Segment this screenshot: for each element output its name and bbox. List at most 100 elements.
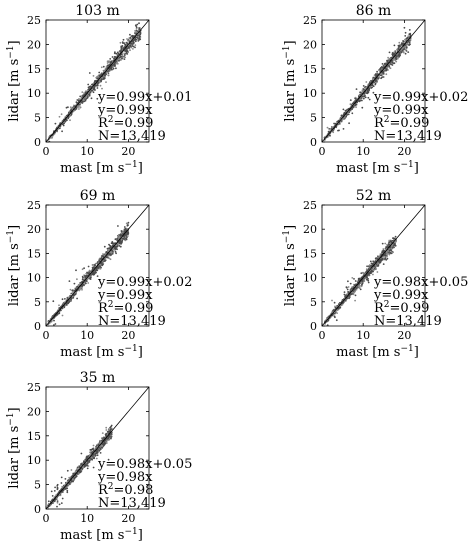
r-squared: R2=0.99 (374, 300, 429, 316)
data-point (376, 70, 378, 73)
data-point (371, 264, 374, 266)
data-point (111, 253, 114, 255)
data-point (393, 53, 396, 56)
data-point (59, 122, 62, 125)
data-point (96, 97, 99, 100)
data-point (125, 50, 127, 53)
y-axis-label: lidar [m s−1] (282, 40, 298, 121)
data-point (365, 92, 368, 94)
data-point (393, 246, 395, 249)
data-point (408, 41, 411, 44)
data-point (110, 60, 113, 63)
data-point (119, 50, 121, 52)
data-point (406, 43, 408, 45)
axes-frame (45, 204, 150, 327)
data-point (401, 49, 404, 52)
data-point (120, 241, 123, 244)
axes-frame (321, 204, 426, 327)
data-point (402, 48, 405, 51)
data-point (391, 245, 393, 248)
data-point (368, 273, 370, 275)
data-point (327, 130, 330, 133)
data-point (64, 298, 66, 300)
data-point (402, 50, 405, 53)
data-point (102, 78, 105, 80)
y-tick-label: 10 (27, 87, 41, 100)
data-point (343, 293, 346, 296)
data-point (69, 106, 72, 109)
y-tick-label: 20 (27, 38, 41, 51)
data-point (129, 49, 131, 52)
y-tick-label: 0 (310, 320, 317, 333)
data-point (374, 257, 377, 260)
sample-count: N=13,419 (98, 314, 166, 329)
data-point (362, 88, 365, 91)
data-point (76, 278, 78, 281)
data-point (61, 123, 64, 126)
data-point (404, 52, 407, 55)
data-point (345, 297, 348, 300)
data-point (117, 234, 120, 237)
data-point (134, 40, 137, 43)
data-point (394, 59, 397, 62)
y-tick-label: 15 (303, 247, 317, 260)
data-point (99, 452, 102, 454)
fit-equation: y=0.98x+0.05 (373, 275, 468, 290)
data-point (85, 90, 87, 93)
data-point (130, 42, 133, 45)
data-point (359, 288, 362, 291)
x-tick-label: 20 (397, 145, 411, 158)
r-squared: R2=0.99 (98, 300, 153, 316)
data-point (402, 40, 405, 43)
data-point (372, 273, 374, 276)
data-point (382, 248, 385, 250)
data-point (101, 76, 104, 79)
data-point (83, 100, 86, 103)
y-tick-label: 10 (303, 272, 317, 285)
data-point (351, 277, 354, 279)
data-point (53, 313, 56, 316)
data-point (56, 505, 58, 508)
data-point (396, 57, 399, 60)
data-point (349, 103, 352, 106)
data-point (114, 238, 117, 241)
data-point (384, 254, 387, 256)
data-point (117, 53, 120, 55)
data-point (371, 268, 374, 271)
data-point (132, 36, 134, 39)
data-point (359, 91, 361, 94)
data-point (351, 286, 353, 289)
data-point (98, 259, 100, 261)
data-point (343, 116, 346, 119)
data-point (121, 230, 123, 233)
data-point (107, 458, 110, 461)
plot-title: 69 m (80, 188, 116, 204)
data-point (385, 246, 388, 249)
data-point (88, 269, 91, 272)
data-point (338, 330, 340, 332)
data-point (333, 301, 336, 304)
data-point (338, 123, 341, 125)
data-point (111, 242, 114, 245)
data-point (121, 41, 124, 44)
data-point (351, 112, 354, 115)
data-point (108, 68, 111, 71)
data-point (377, 264, 380, 267)
data-point (348, 122, 350, 125)
data-point (112, 67, 115, 70)
data-point (104, 67, 107, 70)
data-point (81, 288, 83, 291)
data-point (92, 88, 95, 91)
data-point (115, 244, 118, 247)
y-tick-label: 5 (310, 296, 317, 309)
data-point (120, 47, 123, 50)
data-point (87, 265, 90, 268)
x-tick-label: 0 (319, 145, 326, 158)
data-point (387, 58, 390, 61)
data-point (372, 76, 375, 79)
data-point (109, 245, 112, 248)
data-point (61, 130, 63, 133)
data-point (407, 35, 410, 38)
data-point (112, 65, 115, 68)
sample-count: N=13,419 (374, 129, 442, 144)
